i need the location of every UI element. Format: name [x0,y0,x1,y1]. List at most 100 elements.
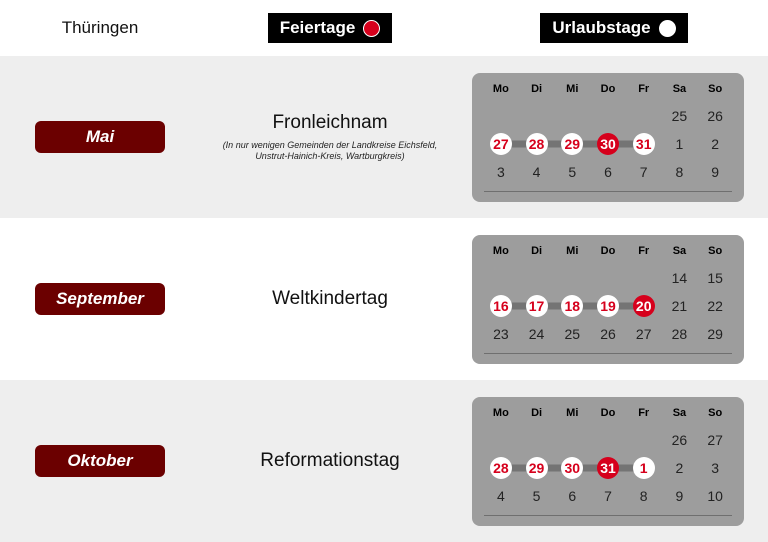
day-cell: 30 [590,131,626,157]
day-cell: 15 [697,265,733,291]
day-cell: 2 [697,131,733,157]
weekday-label: Mo [483,245,519,257]
day-number: 26 [672,432,688,448]
day-cell: 8 [662,159,698,185]
day-number: 28 [529,136,545,152]
day-cell: 5 [554,159,590,185]
day-cell: 20 [626,293,662,319]
day-cell: 18 [554,293,590,319]
state-label: Thüringen [62,18,139,38]
day-number: 8 [676,164,684,180]
calendar-divider [484,353,732,354]
day-cell [590,427,626,453]
day-cell: 17 [519,293,555,319]
day-cell: 23 [483,321,519,347]
day-cell: 29 [697,321,733,347]
day-number: 9 [676,488,684,504]
day-cell: 5 [519,483,555,509]
day-cell: 2 [662,455,698,481]
day-number: 16 [493,298,509,314]
day-number: 3 [497,164,505,180]
day-cell: 27 [483,131,519,157]
weekday-label: Do [590,245,626,257]
day-number: 26 [600,326,616,342]
day-number: 18 [564,298,580,314]
day-cell [626,427,662,453]
day-number: 25 [564,326,580,342]
weekday-label: Di [519,407,555,419]
weekday-label: Sa [662,407,698,419]
day-cell: 26 [590,321,626,347]
month-button[interactable]: September [35,283,165,315]
day-number: 6 [604,164,612,180]
day-cell: 31 [626,131,662,157]
day-number: 22 [707,298,723,314]
day-cell: 3 [483,159,519,185]
month-button[interactable]: Oktober [35,445,165,477]
day-cell [590,103,626,129]
day-number: 1 [640,460,648,476]
calendar-divider [484,515,732,516]
day-cell: 29 [554,131,590,157]
holiday-dot-icon [363,20,380,37]
holiday-name: Fronleichnam [272,112,387,134]
weekday-label: Mi [554,407,590,419]
day-number: 14 [672,270,688,286]
day-cell: 28 [519,131,555,157]
weekday-label: So [697,83,733,95]
day-number: 1 [676,136,684,152]
day-cell: 19 [590,293,626,319]
calendar-divider [484,191,732,192]
day-number: 17 [529,298,545,314]
weekday-label: Di [519,245,555,257]
mini-calendar: MoDiMiDoFrSaSo26272829303112345678910 [472,397,744,526]
day-cell: 27 [626,321,662,347]
day-number: 30 [600,136,616,152]
vacation-dot-icon [659,20,676,37]
weekday-label: Sa [662,245,698,257]
day-number: 28 [672,326,688,342]
holidays-badge: Feiertage [268,13,393,43]
day-number: 19 [600,298,616,314]
mini-calendar: MoDiMiDoFrSaSo14151617181920212223242526… [472,235,744,364]
day-cell [519,427,555,453]
day-cell: 25 [554,321,590,347]
day-number: 21 [672,298,688,314]
day-number: 7 [604,488,612,504]
weekday-label: Do [590,83,626,95]
day-number: 10 [707,488,723,504]
day-number: 24 [529,326,545,342]
month-button[interactable]: Mai [35,121,165,153]
day-number: 2 [676,460,684,476]
day-number: 20 [636,298,652,314]
weekday-label: Sa [662,83,698,95]
weekday-label: Di [519,83,555,95]
day-number: 27 [493,136,509,152]
day-number: 29 [564,136,580,152]
holiday-name: Reformationstag [260,450,399,472]
header: Thüringen Feiertage Urlaubstage [0,0,768,56]
day-cell [554,427,590,453]
day-cell: 28 [662,321,698,347]
day-cell: 29 [519,455,555,481]
day-cell [554,265,590,291]
day-number: 15 [707,270,723,286]
day-cell: 14 [662,265,698,291]
day-cell: 7 [590,483,626,509]
day-cell: 25 [662,103,698,129]
day-cell: 30 [554,455,590,481]
weekday-label: Fr [626,245,662,257]
day-cell: 7 [626,159,662,185]
day-number: 4 [497,488,505,504]
holiday-note: (In nur wenigen Gemeinden der Landkreise… [220,140,440,163]
holidays-badge-label: Feiertage [280,18,356,38]
day-cell: 21 [662,293,698,319]
day-number: 31 [636,136,652,152]
day-number: 3 [711,460,719,476]
day-cell [590,265,626,291]
weekday-label: So [697,245,733,257]
day-number: 29 [707,326,723,342]
day-cell: 3 [697,455,733,481]
weekday-label: Mo [483,407,519,419]
holiday-row: Mai Fronleichnam (In nur wenigen Gemeinden… [0,56,768,218]
